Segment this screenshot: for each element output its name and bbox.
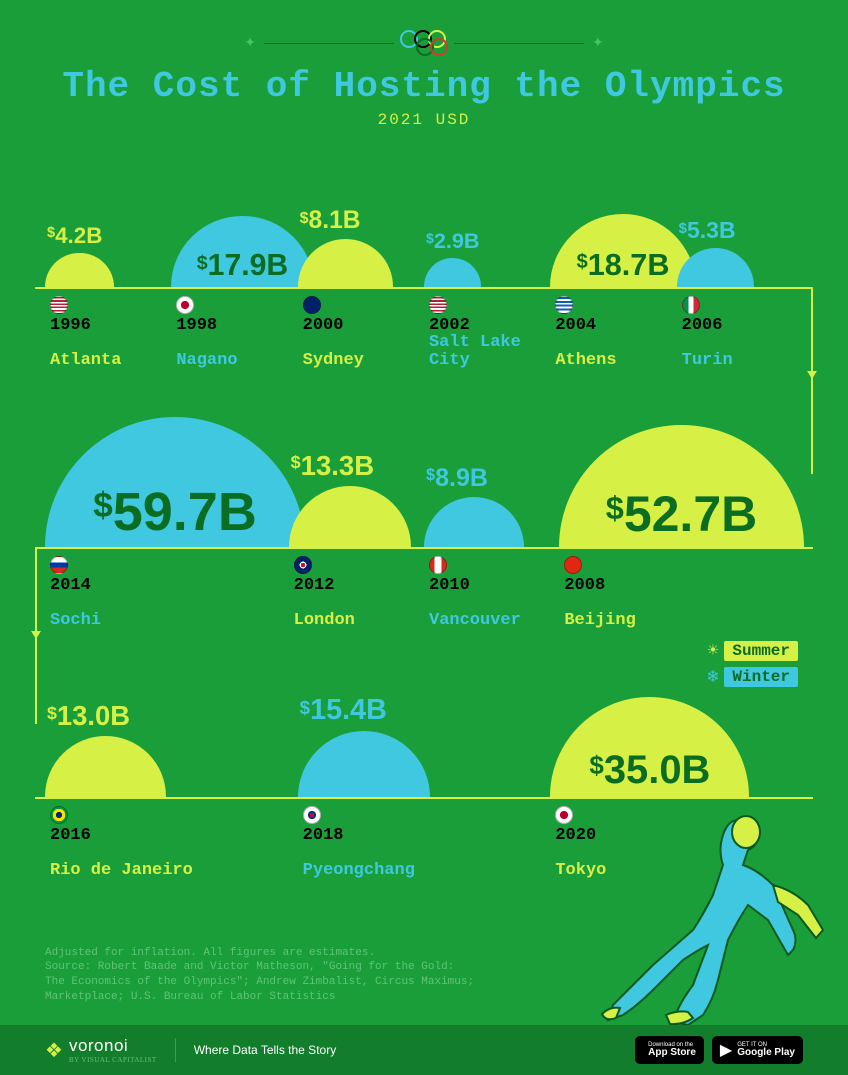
city-label: London bbox=[294, 612, 355, 631]
data-point: $18.7B 2004 Athens bbox=[550, 229, 676, 369]
data-point: $15.4B2018Pyeongchang bbox=[298, 739, 551, 879]
flag-icon bbox=[294, 556, 312, 574]
cost-label: $52.7B bbox=[606, 485, 758, 543]
cost-label: $59.7B bbox=[93, 481, 257, 543]
flag-icon bbox=[303, 296, 321, 314]
legend: ☀ Summer ❄ Winter bbox=[708, 640, 798, 692]
header: ✦ ✦ The Cost of Hosting the Olympics 202… bbox=[45, 30, 803, 129]
legend-winter-label: Winter bbox=[724, 667, 798, 687]
data-point: $59.7B2014Sochi bbox=[45, 489, 289, 629]
semicircle-marker bbox=[289, 486, 412, 547]
chart-row: $4.2B 1996 Atlanta $17.9B 1998 Nagano $8.1B 200… bbox=[45, 149, 803, 369]
appstore-label: App Store bbox=[648, 1048, 696, 1058]
legend-summer: ☀ Summer bbox=[708, 640, 798, 662]
footnote: Adjusted for inflation. All figures are … bbox=[45, 946, 474, 1005]
cost-label: $18.7B bbox=[577, 248, 670, 283]
page-title: The Cost of Hosting the Olympics bbox=[45, 66, 803, 107]
brand-logo: ❖ voronoi BY VISUAL CAPITALIST bbox=[45, 1036, 157, 1064]
year-label: 2000 bbox=[303, 316, 344, 335]
year-label: 1996 bbox=[50, 316, 91, 335]
footer-tagline: Where Data Tells the Story bbox=[194, 1043, 337, 1057]
flag-icon bbox=[429, 296, 447, 314]
brand-subtitle: BY VISUAL CAPITALIST bbox=[69, 1056, 157, 1064]
flag-icon bbox=[555, 296, 573, 314]
footer-divider bbox=[175, 1038, 176, 1062]
legend-summer-label: Summer bbox=[724, 641, 798, 661]
year-label: 1998 bbox=[176, 316, 217, 335]
data-point: $8.1B2000Sydney bbox=[298, 229, 424, 369]
city-label: Turin bbox=[682, 352, 733, 371]
city-label: Sydney bbox=[303, 352, 364, 371]
cost-label: $5.3B bbox=[679, 217, 736, 244]
semicircle-marker bbox=[45, 736, 166, 797]
legend-winter: ❄ Winter bbox=[708, 666, 798, 688]
year-label: 2020 bbox=[555, 826, 596, 845]
cost-label: $15.4B bbox=[300, 694, 387, 727]
semicircle-marker bbox=[45, 253, 114, 287]
data-point: $2.9B2002Salt LakeCity bbox=[424, 229, 550, 369]
data-point: $4.2B1996Atlanta bbox=[45, 229, 171, 369]
cost-label: $8.1B bbox=[300, 207, 361, 235]
cost-label: $17.9B bbox=[197, 249, 288, 283]
semicircle-marker bbox=[424, 258, 481, 287]
data-point: $13.0B2016Rio de Janeiro bbox=[45, 739, 298, 879]
chart-rows: $4.2B 1996 Atlanta $17.9B 1998 Nagano $8.1B 200… bbox=[45, 149, 803, 879]
cost-label: $13.0B bbox=[47, 700, 130, 732]
cost-label: $8.9B bbox=[426, 464, 488, 493]
data-point: $13.3B2012London bbox=[289, 489, 424, 629]
year-label: 2006 bbox=[682, 316, 723, 335]
city-label: Sochi bbox=[50, 612, 101, 631]
brand-name: voronoi bbox=[69, 1036, 157, 1056]
olympic-rings-icon bbox=[402, 30, 446, 48]
flag-icon bbox=[682, 296, 700, 314]
city-label: Vancouver bbox=[429, 612, 521, 631]
city-label: Salt LakeCity bbox=[429, 334, 521, 371]
flag-icon bbox=[555, 806, 573, 824]
cost-label: $13.3B bbox=[291, 450, 375, 482]
data-point: $8.9B2010Vancouver bbox=[424, 489, 559, 629]
snowflake-icon: ❄ bbox=[708, 666, 719, 688]
flag-icon bbox=[176, 296, 194, 314]
city-label: Nagano bbox=[176, 352, 237, 371]
flag-icon bbox=[429, 556, 447, 574]
semicircle-marker bbox=[298, 239, 394, 287]
data-point: $17.9B 1998 Nagano bbox=[171, 229, 297, 369]
semicircle-marker bbox=[677, 248, 754, 287]
city-label: Pyeongchang bbox=[303, 862, 415, 881]
footer: ❖ voronoi BY VISUAL CAPITALIST Where Dat… bbox=[0, 1025, 848, 1075]
semicircle-marker bbox=[424, 497, 524, 547]
google-play-badge[interactable]: ▶ GET IT ON Google Play bbox=[712, 1036, 803, 1064]
city-label: Athens bbox=[555, 352, 616, 371]
city-label: Atlanta bbox=[50, 352, 121, 371]
cost-label: $35.0B bbox=[589, 748, 710, 793]
flag-icon bbox=[303, 806, 321, 824]
year-label: 2012 bbox=[294, 576, 335, 595]
semicircle-marker bbox=[298, 731, 430, 797]
flag-icon bbox=[564, 556, 582, 574]
city-label: Rio de Janeiro bbox=[50, 862, 193, 881]
flag-icon bbox=[50, 806, 68, 824]
flag-icon bbox=[50, 296, 68, 314]
year-label: 2014 bbox=[50, 576, 91, 595]
sun-icon: ☀ bbox=[708, 640, 719, 662]
playstore-label: Google Play bbox=[737, 1048, 795, 1058]
year-label: 2016 bbox=[50, 826, 91, 845]
header-decoration: ✦ ✦ bbox=[45, 30, 803, 56]
page-subtitle: 2021 USD bbox=[45, 111, 803, 129]
cost-label: $2.9B bbox=[426, 228, 480, 254]
chart-row: $59.7B 2014 Sochi $13.3B 2012 London $8.9B 2010… bbox=[45, 379, 803, 629]
data-point: $5.3B2006Turin bbox=[677, 229, 803, 369]
year-label: 2010 bbox=[429, 576, 470, 595]
year-label: 2004 bbox=[555, 316, 596, 335]
year-label: 2018 bbox=[303, 826, 344, 845]
logo-icon: ❖ bbox=[45, 1038, 63, 1063]
flag-icon bbox=[50, 556, 68, 574]
year-label: 2008 bbox=[564, 576, 605, 595]
play-icon: ▶ bbox=[720, 1040, 732, 1060]
city-label: Beijing bbox=[564, 612, 635, 631]
runner-illustration bbox=[598, 790, 828, 1030]
app-store-badge[interactable]: Download on the App Store bbox=[635, 1036, 704, 1064]
cost-label: $4.2B bbox=[47, 223, 102, 249]
data-point: $52.7B2008Beijing bbox=[559, 489, 803, 629]
